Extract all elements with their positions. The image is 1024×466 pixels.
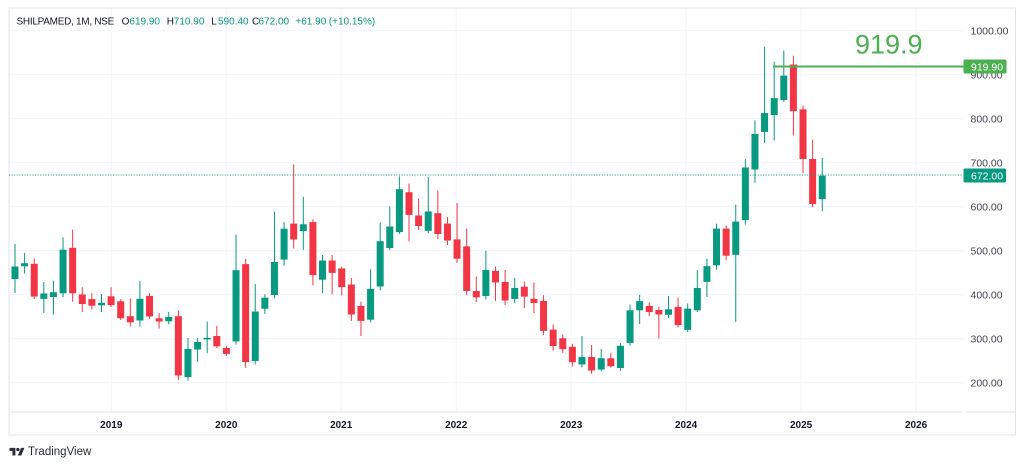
svg-text:2024: 2024: [675, 420, 698, 431]
svg-text:500.00: 500.00: [971, 246, 1003, 258]
svg-text:2021: 2021: [330, 420, 353, 431]
svg-text:2026: 2026: [905, 420, 928, 431]
svg-text:800.00: 800.00: [971, 113, 1003, 125]
svg-text:2025: 2025: [790, 420, 813, 431]
svg-text:2023: 2023: [560, 420, 583, 431]
svg-text:919.90: 919.90: [971, 61, 1003, 73]
svg-text:672.00: 672.00: [971, 170, 1003, 182]
svg-text:2019: 2019: [100, 420, 123, 431]
svg-text:400.00: 400.00: [971, 290, 1003, 302]
svg-text:200.00: 200.00: [971, 378, 1003, 390]
svg-text:2020: 2020: [215, 420, 238, 431]
svg-text:1000.00: 1000.00: [971, 25, 1009, 37]
svg-text:300.00: 300.00: [971, 334, 1003, 346]
svg-text:SHILPAMED, 1M, NSE: SHILPAMED, 1M, NSE: [17, 17, 115, 28]
svg-text:700.00: 700.00: [971, 157, 1003, 169]
svg-text:600.00: 600.00: [971, 202, 1003, 214]
svg-text:919.9: 919.9: [855, 30, 923, 60]
svg-text:2022: 2022: [445, 420, 468, 431]
svg-text:TradingView: TradingView: [28, 446, 92, 458]
